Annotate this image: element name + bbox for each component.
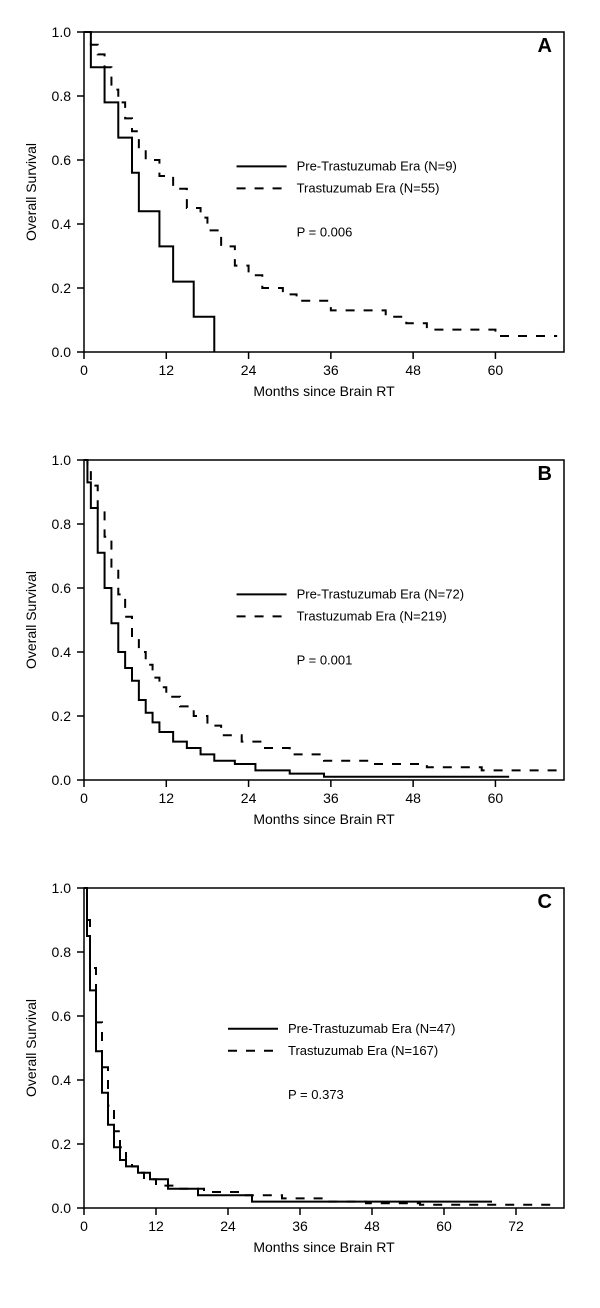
chart-svg: 0 12 24 36 48 60 0.0 0.2 0.4 0.6 0.8 1.0 Months sinc… [12,440,588,840]
legend-label: Trastuzumab Era (N=55) [297,180,440,195]
x-tick-label: 36 [292,1218,308,1234]
x-tick-label: 12 [158,790,174,806]
chart-svg: 0 12 24 36 48 60 72 0.0 0.2 0.4 0.6 0.8 1.0 Months si… [12,868,588,1268]
panel-letter: B [538,463,552,485]
x-axis-title: Months since Brain RT [253,811,395,827]
y-tick-label: 0.4 [52,1072,72,1088]
y-tick-label: 0.8 [52,88,72,104]
x-axis-title: Months since Brain RT [253,383,395,399]
chart-panel-c: 0 12 24 36 48 60 72 0.0 0.2 0.4 0.6 0.8 1.0 Months si… [12,868,588,1268]
p-value: P = 0.001 [297,652,353,667]
x-tick-label: 24 [241,790,257,806]
y-tick-label: 0.8 [52,944,72,960]
legend-label: Trastuzumab Era (N=219) [297,608,447,623]
y-tick-label: 1.0 [52,452,72,468]
chart-panel-a: 0 12 24 36 48 60 0.0 0.2 0.4 0.6 0.8 1.0 Months sinc… [12,12,588,412]
chart-svg: 0 12 24 36 48 60 0.0 0.2 0.4 0.6 0.8 1.0 Months sinc… [12,12,588,412]
x-tick-label: 12 [148,1218,164,1234]
x-tick-label: 36 [323,362,339,378]
y-tick-label: 0.0 [52,772,72,788]
panel-letter: C [538,891,552,913]
y-tick-label: 0.6 [52,1008,72,1024]
x-tick-label: 72 [508,1218,524,1234]
x-tick-label: 0 [80,362,88,378]
x-axis-title: Months since Brain RT [253,1239,395,1255]
legend-label: Pre-Trastuzumab Era (N=72) [297,586,465,601]
y-tick-label: 0.8 [52,516,72,532]
chart-panel-b: 0 12 24 36 48 60 0.0 0.2 0.4 0.6 0.8 1.0 Months sinc… [12,440,588,840]
panel-letter: A [538,35,552,57]
legend-label: Pre-Trastuzumab Era (N=9) [297,158,457,173]
series-line [84,32,214,352]
x-tick-label: 60 [488,790,504,806]
y-tick-label: 1.0 [52,880,72,896]
legend-label: Trastuzumab Era (N=167) [288,1043,438,1058]
y-tick-label: 0.4 [52,644,72,660]
y-tick-label: 0.6 [52,580,72,596]
y-tick-label: 0.2 [52,280,72,296]
y-axis-title: Overall Survival [23,999,39,1097]
x-tick-label: 60 [436,1218,452,1234]
y-tick-label: 0.6 [52,152,72,168]
x-tick-label: 48 [364,1218,380,1234]
y-axis-title: Overall Survival [23,571,39,669]
x-tick-label: 48 [405,790,421,806]
x-tick-label: 0 [80,1218,88,1234]
x-tick-label: 36 [323,790,339,806]
y-axis-title: Overall Survival [23,143,39,241]
x-tick-label: 48 [405,362,421,378]
y-tick-label: 0.2 [52,1136,72,1152]
p-value: P = 0.006 [297,224,353,239]
x-tick-label: 12 [158,362,174,378]
x-tick-label: 0 [80,790,88,806]
x-tick-label: 60 [488,362,504,378]
y-tick-label: 0.4 [52,216,72,232]
y-tick-label: 0.2 [52,708,72,724]
x-tick-label: 24 [220,1218,236,1234]
legend-label: Pre-Trastuzumab Era (N=47) [288,1021,456,1036]
y-tick-label: 1.0 [52,24,72,40]
p-value: P = 0.373 [288,1087,344,1102]
y-tick-label: 0.0 [52,1200,72,1216]
y-tick-label: 0.0 [52,344,72,360]
x-tick-label: 24 [241,362,257,378]
